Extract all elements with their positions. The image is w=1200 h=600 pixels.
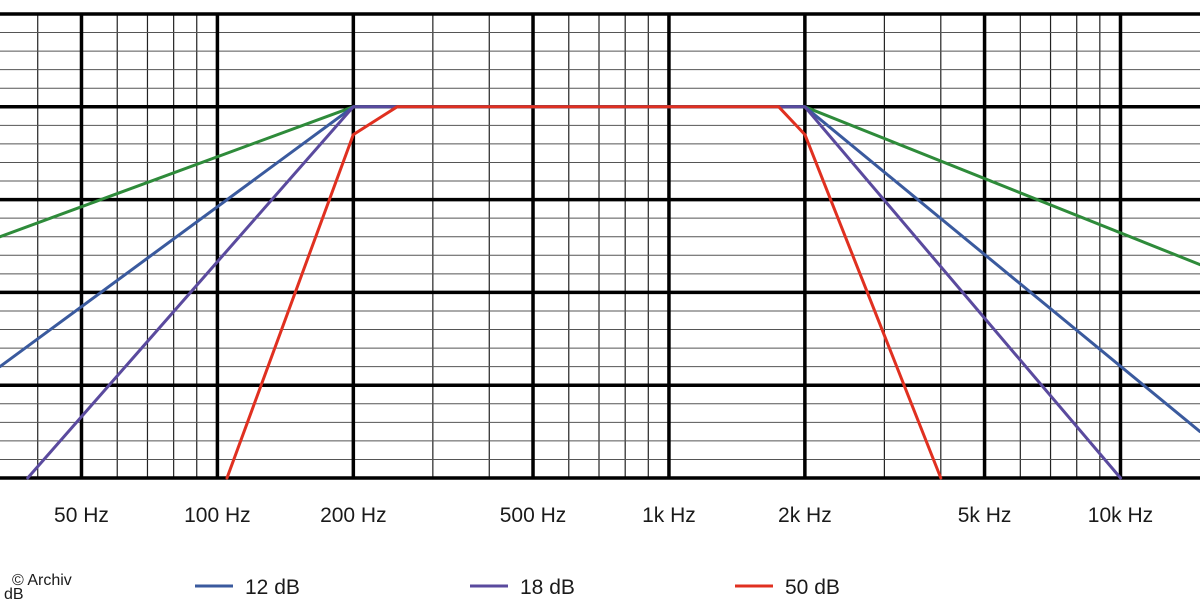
series-line-50-db — [225, 105, 943, 480]
y-unit-label: dB — [4, 586, 24, 600]
watermark: © Archiv — [12, 572, 72, 589]
x-tick-labels: 50 Hz 100 Hz 200 Hz 500 Hz 1k Hz 2k Hz 5k Hz 10… — [54, 504, 1153, 527]
x-tick-label: 500 Hz — [500, 504, 567, 527]
x-tick-label: 2k Hz — [778, 504, 832, 527]
legend: 12 dB 18 dB 50 dB — [195, 576, 840, 599]
legend-label: 50 dB — [785, 576, 840, 599]
legend-label: 12 dB — [245, 576, 300, 599]
x-tick-label: 10k Hz — [1088, 504, 1153, 527]
x-tick-label: 5k Hz — [958, 504, 1012, 527]
grid-minor-lines — [0, 13, 1200, 479]
x-tick-label: 100 Hz — [184, 504, 251, 527]
x-tick-label: 50 Hz — [54, 504, 109, 527]
series-lines — [0, 105, 1200, 480]
x-tick-label: 200 Hz — [320, 504, 387, 527]
legend-label: 18 dB — [520, 576, 575, 599]
x-tick-label: 1k Hz — [642, 504, 696, 527]
